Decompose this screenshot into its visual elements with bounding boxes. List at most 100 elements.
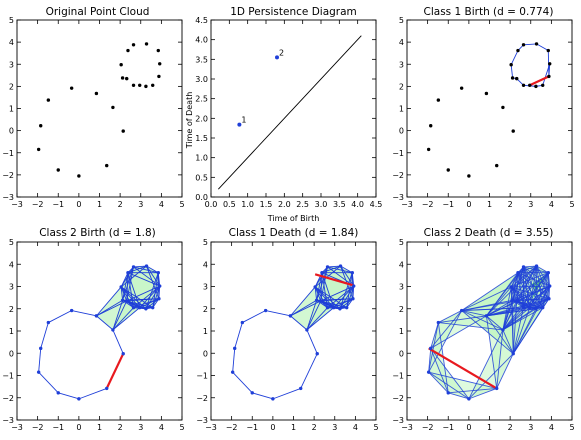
complex-edge [96, 286, 122, 317]
y-tick-label: 4 [9, 260, 14, 269]
persistence-point-label: 1 [241, 116, 246, 125]
data-point [36, 147, 41, 152]
complex-edge [461, 300, 517, 311]
data-point [495, 386, 499, 391]
x-tick-label: 5 [179, 200, 184, 209]
complex-edge [438, 322, 503, 331]
complex-edge [430, 348, 449, 394]
data-point [548, 62, 552, 66]
complex-edge [232, 348, 236, 373]
x-tick-label: 2.0 [278, 200, 291, 209]
plot-area: −3 −2 −1 0 1 2 3 4 5 −3 −2 −1 0 1 2 3 4 5 [2, 238, 184, 432]
complex-edge [502, 307, 531, 331]
complex-edge [133, 266, 160, 287]
complex-edge [242, 310, 266, 323]
complex-edge [430, 322, 439, 349]
complex-edge [438, 310, 462, 323]
x-tick-label: −3 [401, 423, 413, 432]
data-point [46, 98, 51, 102]
plot-area: 0.0 0.5 1.0 1.5 2.0 2.5 3.0 3.5 4.0 4.5 0.0 0.5 1.0 1… [195, 16, 382, 209]
highlight-edge [314, 273, 355, 287]
complex-edge [127, 272, 134, 308]
data-point [546, 271, 550, 275]
panel-title: Class 1 Death (d = 1.84) [229, 227, 359, 239]
plot-area: −3 −2 −1 0 1 2 3 4 5 −3 −2 −1 0 1 2 3 4 5 [196, 238, 378, 432]
complex-edge [314, 286, 335, 308]
y-tick-label: 0 [203, 349, 208, 358]
y-tick-label: 1 [203, 327, 208, 336]
complex-edge [502, 308, 537, 331]
data-point [351, 297, 355, 301]
data-point [534, 264, 539, 268]
data-point [459, 86, 464, 90]
y-tick-label: 0.5 [195, 173, 208, 182]
data-point [547, 74, 551, 79]
y-tick-label: 4 [9, 38, 14, 47]
axes-frame [210, 241, 377, 421]
complex-edge [126, 285, 160, 302]
highlight-edge [428, 347, 498, 390]
data-point [131, 265, 136, 269]
data-point [69, 308, 74, 313]
data-point [510, 76, 515, 80]
data-point [511, 129, 515, 133]
data-point [121, 129, 125, 133]
data-point [541, 305, 545, 310]
y-tick-label: 0 [9, 349, 14, 358]
complex-edge [512, 300, 518, 354]
x-tick-label: −2 [32, 200, 44, 209]
complex-edge [523, 43, 537, 46]
data-point [271, 397, 275, 401]
complex-edge [346, 298, 354, 308]
panel-title: Class 2 Birth (d = 1.8) [39, 227, 156, 239]
complex-edge [120, 265, 147, 288]
complex-edge [146, 265, 160, 299]
data-point [429, 346, 433, 351]
simplex-fill [486, 308, 536, 354]
complex-edge [321, 272, 328, 308]
x-tick-label: −1 [442, 200, 454, 209]
complex-edge [316, 266, 328, 301]
complex-edge [536, 43, 549, 51]
x-tick-label: −1 [246, 423, 258, 432]
complex-edge [428, 371, 470, 400]
complex-edge [339, 285, 355, 309]
y-tick-label: 1.0 [195, 154, 208, 163]
panel-title: Class 2 Death (d = 3.55) [424, 227, 554, 239]
y-tick-label: 0 [399, 127, 404, 136]
simplex-fill [438, 310, 503, 330]
simplex-fill [502, 308, 536, 354]
data-point [541, 83, 545, 87]
data-point [105, 386, 109, 391]
data-point [345, 305, 349, 310]
complex-edge [120, 266, 134, 288]
data-point [156, 48, 160, 53]
complex-edge [346, 285, 355, 308]
y-tick-label: 4 [203, 260, 208, 269]
x-axis-label: Time of Birth [267, 214, 320, 223]
complex-edge [511, 286, 550, 300]
complex-edge [448, 387, 497, 394]
complex-edge [536, 265, 551, 287]
y-tick-label: 5 [203, 238, 208, 247]
data-point [299, 386, 303, 391]
data-point [77, 397, 81, 401]
data-point [436, 320, 441, 325]
y-tick-label: 3.0 [195, 75, 208, 84]
complex-edge [502, 329, 514, 354]
data-point [515, 299, 519, 303]
highlight-edge [529, 75, 550, 87]
complex-edge [112, 307, 141, 331]
y-tick-label: 2.5 [195, 95, 208, 104]
data-point [528, 305, 532, 310]
complex-edge [548, 286, 551, 299]
y-tick-label: −1 [392, 372, 404, 381]
complex-edge [339, 298, 354, 310]
x-tick-label: 4 [549, 200, 554, 209]
data-point [501, 105, 505, 110]
y-tick-label: 2 [399, 82, 404, 91]
data-point [332, 305, 336, 310]
complex-edge [428, 371, 497, 389]
data-point [158, 62, 162, 66]
